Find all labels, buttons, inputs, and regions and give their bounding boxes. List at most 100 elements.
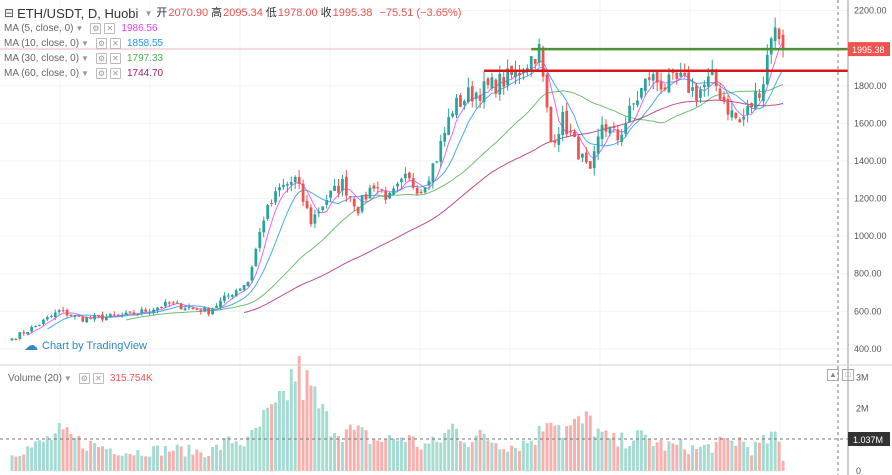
settings-icon[interactable]: ⚙ bbox=[78, 373, 90, 384]
candle-body bbox=[435, 161, 439, 163]
candle-body bbox=[26, 331, 30, 335]
volume-bar bbox=[750, 455, 754, 471]
candle-body bbox=[97, 314, 100, 316]
volume-bar bbox=[108, 448, 112, 471]
volume-bar bbox=[573, 418, 577, 471]
volume-bar bbox=[348, 424, 352, 471]
chevron-down-icon[interactable]: ▼ bbox=[63, 374, 72, 383]
candle-body bbox=[384, 190, 388, 200]
volume-bar bbox=[600, 431, 604, 471]
candle-body bbox=[423, 187, 427, 193]
chart-legend: ⊟ ETH/USDT, D, Huobi ▼ 开 2070.90 高 2095.34… bbox=[4, 6, 464, 81]
volume-bar bbox=[683, 449, 687, 471]
volume-bar bbox=[238, 444, 242, 471]
candle-body bbox=[105, 316, 108, 321]
volume-bar bbox=[494, 443, 498, 471]
collapse-icon[interactable]: ⊟ bbox=[4, 6, 15, 20]
chevron-down-icon[interactable]: ▼ bbox=[81, 69, 89, 78]
y-tick-label: 1400.00 bbox=[854, 156, 887, 166]
volume-bar bbox=[757, 442, 761, 471]
volume-bar bbox=[368, 443, 372, 471]
ma-legend-row: MA (60, close, 0) ▼ ⚙ ✕ 1744.70 bbox=[4, 66, 464, 81]
candle-body bbox=[215, 306, 218, 308]
candle-body bbox=[612, 126, 616, 129]
ma-label[interactable]: MA (30, close, 0) bbox=[4, 53, 80, 64]
candle-body bbox=[262, 220, 266, 233]
close-icon[interactable]: ✕ bbox=[109, 53, 121, 64]
settings-icon[interactable]: ⚙ bbox=[95, 38, 107, 49]
candle-body bbox=[223, 295, 226, 301]
volume-bar bbox=[718, 436, 722, 471]
tradingview-watermark[interactable]: ☁ Chart by TradingView bbox=[24, 337, 147, 354]
volume-bar bbox=[561, 437, 565, 471]
volume-label[interactable]: Volume (20) bbox=[8, 373, 62, 384]
candle-body bbox=[325, 200, 329, 205]
volume-bar bbox=[30, 447, 34, 471]
volume-bar bbox=[730, 440, 734, 471]
volume-bar bbox=[407, 435, 411, 471]
candle-body bbox=[313, 214, 317, 224]
candle-body bbox=[734, 112, 738, 118]
volume-bar bbox=[262, 410, 266, 471]
candle-body bbox=[128, 311, 132, 313]
candle-body bbox=[502, 77, 506, 87]
ma-value: 1744.70 bbox=[126, 68, 164, 79]
volume-bar bbox=[411, 436, 415, 471]
volume-bar bbox=[45, 436, 49, 471]
volume-bar bbox=[246, 436, 250, 471]
symbol-title[interactable]: ETH/USDT, D, Huobi bbox=[17, 6, 139, 21]
volume-bar bbox=[746, 446, 750, 471]
arrow-up-icon[interactable]: ▲ bbox=[827, 369, 839, 381]
candle-body bbox=[699, 89, 702, 98]
candle-body bbox=[191, 307, 195, 309]
settings-icon[interactable]: ⚙ bbox=[95, 53, 107, 64]
volume-bar bbox=[478, 429, 482, 471]
close-icon[interactable]: ✕ bbox=[92, 373, 104, 384]
close-icon[interactable]: ✕ bbox=[104, 23, 116, 34]
volume-bar bbox=[490, 442, 494, 471]
ma-label[interactable]: MA (5, close, 0) bbox=[4, 23, 74, 34]
close-icon[interactable]: ✕ bbox=[109, 38, 121, 49]
volume-bar bbox=[584, 411, 588, 471]
volume-bar bbox=[340, 442, 344, 471]
candle-body bbox=[557, 134, 561, 145]
volume-bar bbox=[466, 446, 470, 471]
y-tick-label: 800.00 bbox=[854, 269, 882, 279]
candle-body bbox=[360, 195, 364, 212]
chevron-down-icon[interactable]: ▼ bbox=[81, 39, 89, 48]
volume-bar bbox=[104, 449, 108, 471]
candle-body bbox=[81, 317, 85, 322]
candle-body bbox=[136, 313, 140, 315]
candle-body bbox=[144, 309, 148, 312]
candle-body bbox=[293, 176, 297, 183]
volume-bar bbox=[77, 435, 81, 471]
chevron-down-icon[interactable]: ▼ bbox=[144, 9, 153, 18]
candle-body bbox=[679, 72, 683, 77]
settings-icon[interactable]: ⚙ bbox=[90, 23, 102, 34]
volume-bar bbox=[132, 455, 136, 471]
volume-bar bbox=[69, 434, 73, 471]
low-label: 低 bbox=[265, 7, 277, 19]
candle-body bbox=[230, 295, 234, 297]
maximize-icon[interactable]: □ bbox=[842, 369, 854, 381]
candle-body bbox=[600, 124, 604, 140]
ma-label[interactable]: MA (10, close, 0) bbox=[4, 38, 80, 49]
ma-label[interactable]: MA (60, close, 0) bbox=[4, 68, 80, 79]
candle-body bbox=[61, 310, 65, 312]
last-price-tag bbox=[848, 42, 890, 57]
candle-body bbox=[266, 205, 270, 220]
volume-bar bbox=[576, 416, 580, 471]
chevron-down-icon[interactable]: ▼ bbox=[75, 24, 84, 33]
candle-body bbox=[396, 183, 399, 187]
chevron-down-icon[interactable]: ▼ bbox=[81, 54, 89, 63]
volume-bar bbox=[26, 446, 30, 471]
candle-body bbox=[69, 314, 73, 316]
close-icon[interactable]: ✕ bbox=[109, 68, 121, 79]
settings-icon[interactable]: ⚙ bbox=[95, 68, 107, 79]
candle-body bbox=[522, 72, 525, 74]
candle-body bbox=[42, 319, 45, 324]
ma-legend-row: MA (10, close, 0) ▼ ⚙ ✕ 1858.55 bbox=[4, 36, 464, 51]
candle-body bbox=[392, 188, 395, 195]
volume-bar bbox=[667, 441, 671, 471]
